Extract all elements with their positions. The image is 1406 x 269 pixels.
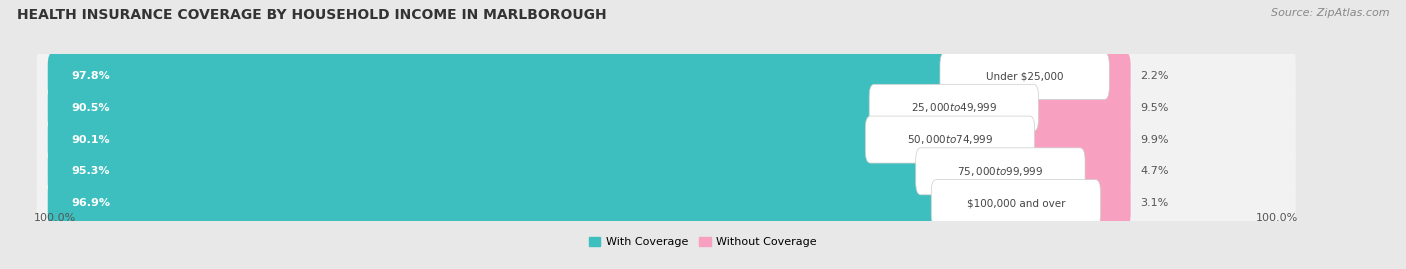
Text: 9.5%: 9.5%	[1140, 103, 1168, 113]
Text: 100.0%: 100.0%	[1256, 213, 1298, 223]
Text: 4.7%: 4.7%	[1140, 166, 1168, 176]
FancyBboxPatch shape	[1076, 148, 1130, 195]
Text: 90.1%: 90.1%	[72, 134, 110, 144]
Text: 96.9%: 96.9%	[72, 198, 110, 208]
FancyBboxPatch shape	[1029, 84, 1130, 131]
Text: 97.8%: 97.8%	[72, 71, 110, 81]
FancyBboxPatch shape	[48, 180, 997, 226]
FancyBboxPatch shape	[1091, 180, 1130, 226]
Text: 3.1%: 3.1%	[1140, 198, 1168, 208]
FancyBboxPatch shape	[37, 102, 1296, 177]
Text: 9.9%: 9.9%	[1140, 134, 1168, 144]
FancyBboxPatch shape	[869, 84, 1039, 131]
Text: Under $25,000: Under $25,000	[986, 71, 1063, 81]
Text: 95.3%: 95.3%	[72, 166, 110, 176]
FancyBboxPatch shape	[48, 148, 981, 195]
FancyBboxPatch shape	[37, 70, 1296, 146]
FancyBboxPatch shape	[37, 38, 1296, 114]
FancyBboxPatch shape	[37, 165, 1296, 241]
FancyBboxPatch shape	[865, 116, 1035, 163]
Text: $75,000 to $99,999: $75,000 to $99,999	[957, 165, 1043, 178]
Text: Source: ZipAtlas.com: Source: ZipAtlas.com	[1271, 8, 1389, 18]
Text: $25,000 to $49,999: $25,000 to $49,999	[911, 101, 997, 114]
FancyBboxPatch shape	[48, 52, 1005, 100]
FancyBboxPatch shape	[48, 116, 931, 163]
Text: HEALTH INSURANCE COVERAGE BY HOUSEHOLD INCOME IN MARLBOROUGH: HEALTH INSURANCE COVERAGE BY HOUSEHOLD I…	[17, 8, 606, 22]
FancyBboxPatch shape	[941, 52, 1109, 100]
FancyBboxPatch shape	[1099, 52, 1130, 100]
FancyBboxPatch shape	[915, 148, 1085, 195]
FancyBboxPatch shape	[1025, 116, 1130, 163]
FancyBboxPatch shape	[931, 180, 1101, 226]
FancyBboxPatch shape	[48, 84, 935, 131]
Text: $100,000 and over: $100,000 and over	[967, 198, 1066, 208]
Text: $50,000 to $74,999: $50,000 to $74,999	[907, 133, 993, 146]
Text: 100.0%: 100.0%	[34, 213, 76, 223]
Text: 90.5%: 90.5%	[72, 103, 110, 113]
Legend: With Coverage, Without Coverage: With Coverage, Without Coverage	[585, 232, 821, 252]
Text: 2.2%: 2.2%	[1140, 71, 1168, 81]
FancyBboxPatch shape	[37, 133, 1296, 209]
